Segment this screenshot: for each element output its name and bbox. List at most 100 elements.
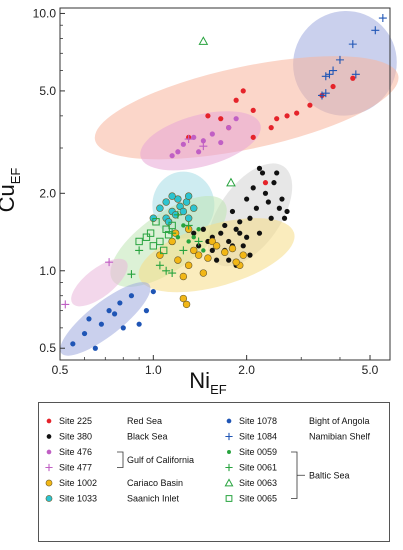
site-1002-point xyxy=(182,300,191,309)
legend-marker-site-477 xyxy=(45,463,53,472)
site-380-point xyxy=(233,226,239,232)
site-1033-point xyxy=(168,192,176,200)
site-380-point xyxy=(226,238,232,245)
x-tick-label: 0.5 xyxy=(52,363,69,377)
site-225-point xyxy=(240,88,246,94)
site-225-point xyxy=(262,180,269,186)
site-1002-point xyxy=(212,242,221,250)
site-0061-point xyxy=(127,270,136,279)
region-label-black-sea: Black Sea xyxy=(127,432,168,442)
site-1078-point xyxy=(128,293,135,299)
site-476-point xyxy=(175,149,181,155)
site-0059-point xyxy=(191,235,196,240)
site-0061-point xyxy=(162,266,171,275)
site-0065-point xyxy=(164,231,173,239)
site-1002-point xyxy=(184,261,193,270)
legend-label-site-1033: Site 1033 xyxy=(59,494,97,504)
legend-label-site-0059: Site 0059 xyxy=(239,447,277,457)
site-1002-point xyxy=(199,269,208,277)
region-label-bight-of-angola: Bight of Angola xyxy=(309,416,370,426)
site-1078-point xyxy=(70,341,76,347)
region-label-baltic-sea: Baltic Sea xyxy=(309,470,350,480)
legend-bracket xyxy=(291,451,305,499)
legend-marker-site-0061 xyxy=(225,463,233,472)
site-1084-point xyxy=(335,55,344,64)
site-380-point xyxy=(237,230,243,236)
site-1084-point xyxy=(325,70,334,79)
site-0059-point xyxy=(175,235,181,240)
site-1002-point xyxy=(239,251,247,259)
x-tick-label: 5.0 xyxy=(362,363,379,377)
site-1033-point xyxy=(176,202,184,211)
site-1002-point xyxy=(204,254,212,262)
site-380-point xyxy=(200,226,206,232)
site-380-point xyxy=(274,170,280,176)
site-380-point xyxy=(250,185,256,191)
site-0061-point xyxy=(135,246,144,255)
legend-marker-site-0063 xyxy=(224,478,234,487)
legend-marker-site-225 xyxy=(46,418,52,424)
site-1084-point xyxy=(378,14,387,23)
legend-label-site-0065: Site 0065 xyxy=(239,494,277,504)
site-380-point xyxy=(222,222,228,229)
site-225-point xyxy=(250,107,256,113)
y-axis-label: CuEF xyxy=(0,168,23,213)
site-1002-point xyxy=(179,272,188,281)
site-1002-point xyxy=(228,244,237,253)
site-1078-point xyxy=(117,300,123,306)
site-1078-point xyxy=(150,288,156,295)
legend: Site 225 Site 380 Site 476 Site 477 Site 100… xyxy=(38,402,390,542)
x-tick-label: 1.0 xyxy=(145,363,162,377)
site-1078-point xyxy=(81,330,88,337)
site-0061-point xyxy=(194,237,203,246)
site-476-point xyxy=(200,138,206,144)
site-380-point xyxy=(256,165,263,171)
site-1078-point xyxy=(98,321,104,327)
legend-marker-site-476 xyxy=(46,449,52,455)
site-380-point xyxy=(247,252,253,258)
region-label-saanich-inlet: Saanich Inlet xyxy=(127,494,180,504)
region-label-red-sea: Red Sea xyxy=(127,416,162,426)
site-0059-point xyxy=(201,248,206,253)
site-380-point xyxy=(253,205,259,211)
x-axis-label: NiEF xyxy=(189,368,226,397)
site-1078-point xyxy=(92,345,98,351)
site-1084-point xyxy=(321,72,330,81)
site-225-point xyxy=(233,97,239,103)
site-380-point xyxy=(209,247,215,253)
site-380-point xyxy=(256,230,263,236)
site-1078-point xyxy=(111,311,118,317)
site-225-point xyxy=(268,125,274,131)
site-476-point xyxy=(209,131,215,137)
site-1084-point xyxy=(371,26,380,35)
legend-marker-site-1078 xyxy=(226,418,232,424)
site-225-point xyxy=(250,134,256,140)
site-0065-point xyxy=(156,237,164,246)
points-layer xyxy=(61,14,387,351)
site-1033-point xyxy=(162,198,170,206)
site-1084-point xyxy=(351,70,360,79)
site-1033-point xyxy=(179,207,188,216)
site-1002-point xyxy=(221,248,229,256)
site-225-point xyxy=(330,83,336,90)
y-tick-label: 10.0 xyxy=(33,6,57,20)
legend-content: Site 225 Site 380 Site 476 Site 477 Site 100… xyxy=(45,416,371,504)
site-1002-point xyxy=(179,294,188,303)
y-tick-label: 1.0 xyxy=(39,264,56,278)
site-1078-point xyxy=(143,308,150,314)
region-label-namibian-shelf: Namibian Shelf xyxy=(309,432,371,442)
site-380-point xyxy=(284,208,290,215)
y-tick-label: 2.0 xyxy=(39,186,56,200)
legend-bracket xyxy=(117,451,124,468)
site-0065-point xyxy=(142,233,151,241)
site-380-point xyxy=(214,257,220,263)
site-476-point xyxy=(233,116,239,122)
legend-label-site-0063: Site 0063 xyxy=(239,478,277,488)
site-0065-point xyxy=(135,237,143,246)
site-380-point xyxy=(218,230,224,236)
site-1078-point xyxy=(136,321,142,327)
site-380-point xyxy=(281,215,288,221)
legend-label-site-476: Site 476 xyxy=(59,447,92,457)
site-380-point xyxy=(265,199,271,205)
site-380-point xyxy=(247,215,253,221)
